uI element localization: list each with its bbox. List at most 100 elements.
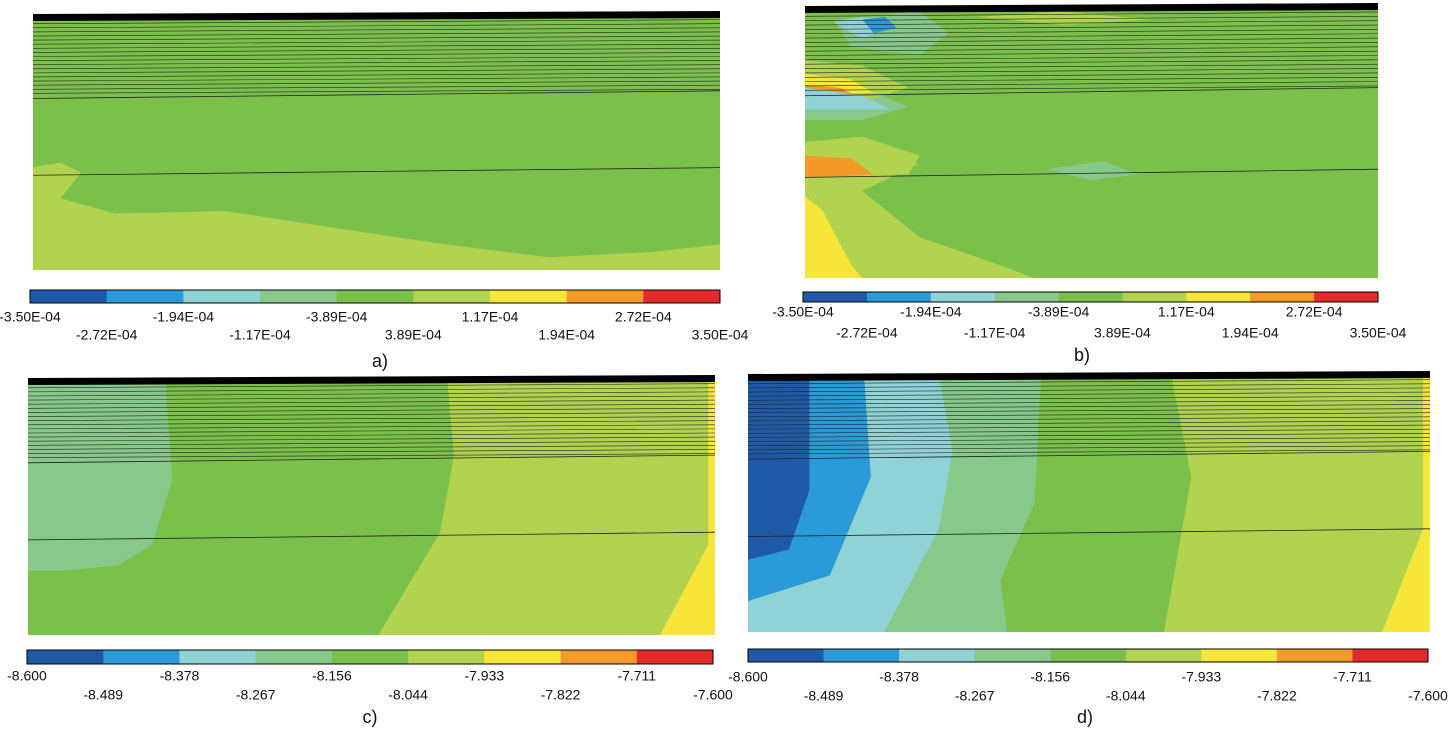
colorbar-swatch xyxy=(331,650,409,664)
mesh-line xyxy=(32,72,721,78)
mesh-line xyxy=(27,387,716,393)
colorbar-swatch xyxy=(1352,649,1429,662)
colorbar-label: 2.72E-04 xyxy=(615,309,672,325)
contour-region xyxy=(660,378,715,635)
colorbar-swatch xyxy=(974,649,1051,662)
mesh-line xyxy=(27,412,716,417)
mesh-line xyxy=(27,420,716,426)
mesh-line xyxy=(747,424,1431,430)
mesh-line xyxy=(747,404,1431,409)
colorbar-swatch xyxy=(408,650,485,664)
mesh-line xyxy=(804,24,1379,30)
colorbar-swatch xyxy=(994,292,1060,302)
contour-region xyxy=(1045,161,1138,181)
colorbar-swatch xyxy=(183,290,261,303)
mesh-line xyxy=(32,19,721,25)
contour-region xyxy=(805,196,863,278)
colorbar-swatch xyxy=(413,290,491,303)
top-surface xyxy=(748,371,1430,381)
mesh-line xyxy=(32,35,721,41)
colorbar-label: -3.50E-04 xyxy=(772,304,834,320)
top-surface xyxy=(28,375,715,385)
contour-region xyxy=(33,162,720,270)
mesh-line xyxy=(804,20,1379,26)
mesh-line xyxy=(32,76,721,82)
colorbar-label: -2.72E-04 xyxy=(836,325,898,341)
mesh-line xyxy=(27,432,716,438)
mesh-line xyxy=(27,403,716,409)
layer-boundary xyxy=(32,90,721,99)
layer-boundary xyxy=(27,531,716,541)
mesh-line xyxy=(804,85,1379,91)
mesh-line xyxy=(804,29,1379,35)
colorbar-label: -3.89E-04 xyxy=(1028,304,1090,320)
colorbar-swatch xyxy=(103,650,180,664)
mesh-line xyxy=(747,408,1431,414)
contour-region xyxy=(28,378,173,571)
colorbar-label: -8.600 xyxy=(728,669,768,685)
colorbar-swatch xyxy=(823,649,900,662)
mesh-line xyxy=(27,436,716,442)
panel-caption: a) xyxy=(372,351,388,371)
mesh-line xyxy=(747,416,1431,422)
mesh-line xyxy=(804,33,1379,39)
mesh-line xyxy=(32,39,721,45)
mesh-line xyxy=(32,48,721,53)
colorbar-label: -8.600 xyxy=(7,668,47,684)
colorbar-swatch xyxy=(255,650,333,664)
mesh-line xyxy=(804,55,1379,61)
colorbar-swatch xyxy=(179,650,257,664)
panel-caption: b) xyxy=(1074,345,1090,365)
contour-region xyxy=(805,155,1035,278)
colorbar-label: 2.72E-04 xyxy=(1286,304,1343,320)
colorbar-swatch xyxy=(1201,649,1278,662)
colorbar-label: -2.72E-04 xyxy=(76,327,138,343)
contour-region xyxy=(884,374,1042,632)
mesh-line xyxy=(27,416,716,421)
mesh-line xyxy=(27,383,716,389)
mesh-line xyxy=(27,453,716,458)
colorbar-label: 3.89E-04 xyxy=(1094,325,1151,341)
colorbar-label: -1.94E-04 xyxy=(900,304,962,320)
layer-boundary xyxy=(747,451,1431,460)
mesh-line xyxy=(32,68,721,74)
colorbar-swatch xyxy=(336,290,414,303)
colorbar-label: -8.378 xyxy=(879,669,919,685)
panel: -3.50E-04-2.72E-04-1.94E-04-1.17E-04-3.8… xyxy=(772,3,1407,365)
mesh-line xyxy=(27,391,716,397)
mesh-line xyxy=(27,399,716,405)
colorbar-label: -3.89E-04 xyxy=(306,309,368,325)
contour-region xyxy=(805,87,891,110)
colorbar-swatch xyxy=(1250,292,1315,302)
colorbar-label: -8.267 xyxy=(236,687,276,703)
mesh-line xyxy=(27,424,716,430)
colorbar-label: -3.50E-04 xyxy=(0,309,61,325)
panel: -8.600 -8.489 -8.378 -8.267 -8.156 -8.044 -7.9… xyxy=(728,371,1448,727)
colorbar-label: -1.17E-04 xyxy=(964,325,1026,341)
colorbar-frame xyxy=(802,291,1379,303)
mesh-line xyxy=(804,42,1379,48)
colorbar-label: -7.600 xyxy=(693,687,733,703)
colorbar-swatch xyxy=(27,650,104,664)
mesh-line xyxy=(27,440,716,446)
layer-boundary xyxy=(32,167,721,176)
mesh-line xyxy=(747,400,1431,405)
panel: -8.600 -8.489 -8.378 -8.267 -8.156 -8.044 -7.9… xyxy=(7,375,733,727)
mesh-line xyxy=(804,50,1379,56)
layer-boundary xyxy=(27,454,716,464)
mesh-line xyxy=(804,72,1379,78)
mesh-line xyxy=(804,46,1379,52)
colorbar-label: -8.378 xyxy=(160,668,200,684)
colorbar-swatch xyxy=(899,649,976,662)
colorbar-swatch xyxy=(1122,292,1187,302)
colorbar-swatch xyxy=(30,290,108,303)
mesh-line xyxy=(32,43,721,49)
mesh-line xyxy=(747,379,1431,385)
layer-boundary xyxy=(804,87,1379,97)
mesh-line xyxy=(747,441,1431,447)
mesh-line xyxy=(804,81,1379,87)
mesh-line xyxy=(804,37,1379,43)
colorbar-swatch xyxy=(566,290,644,303)
colorbar-swatch xyxy=(803,292,868,302)
